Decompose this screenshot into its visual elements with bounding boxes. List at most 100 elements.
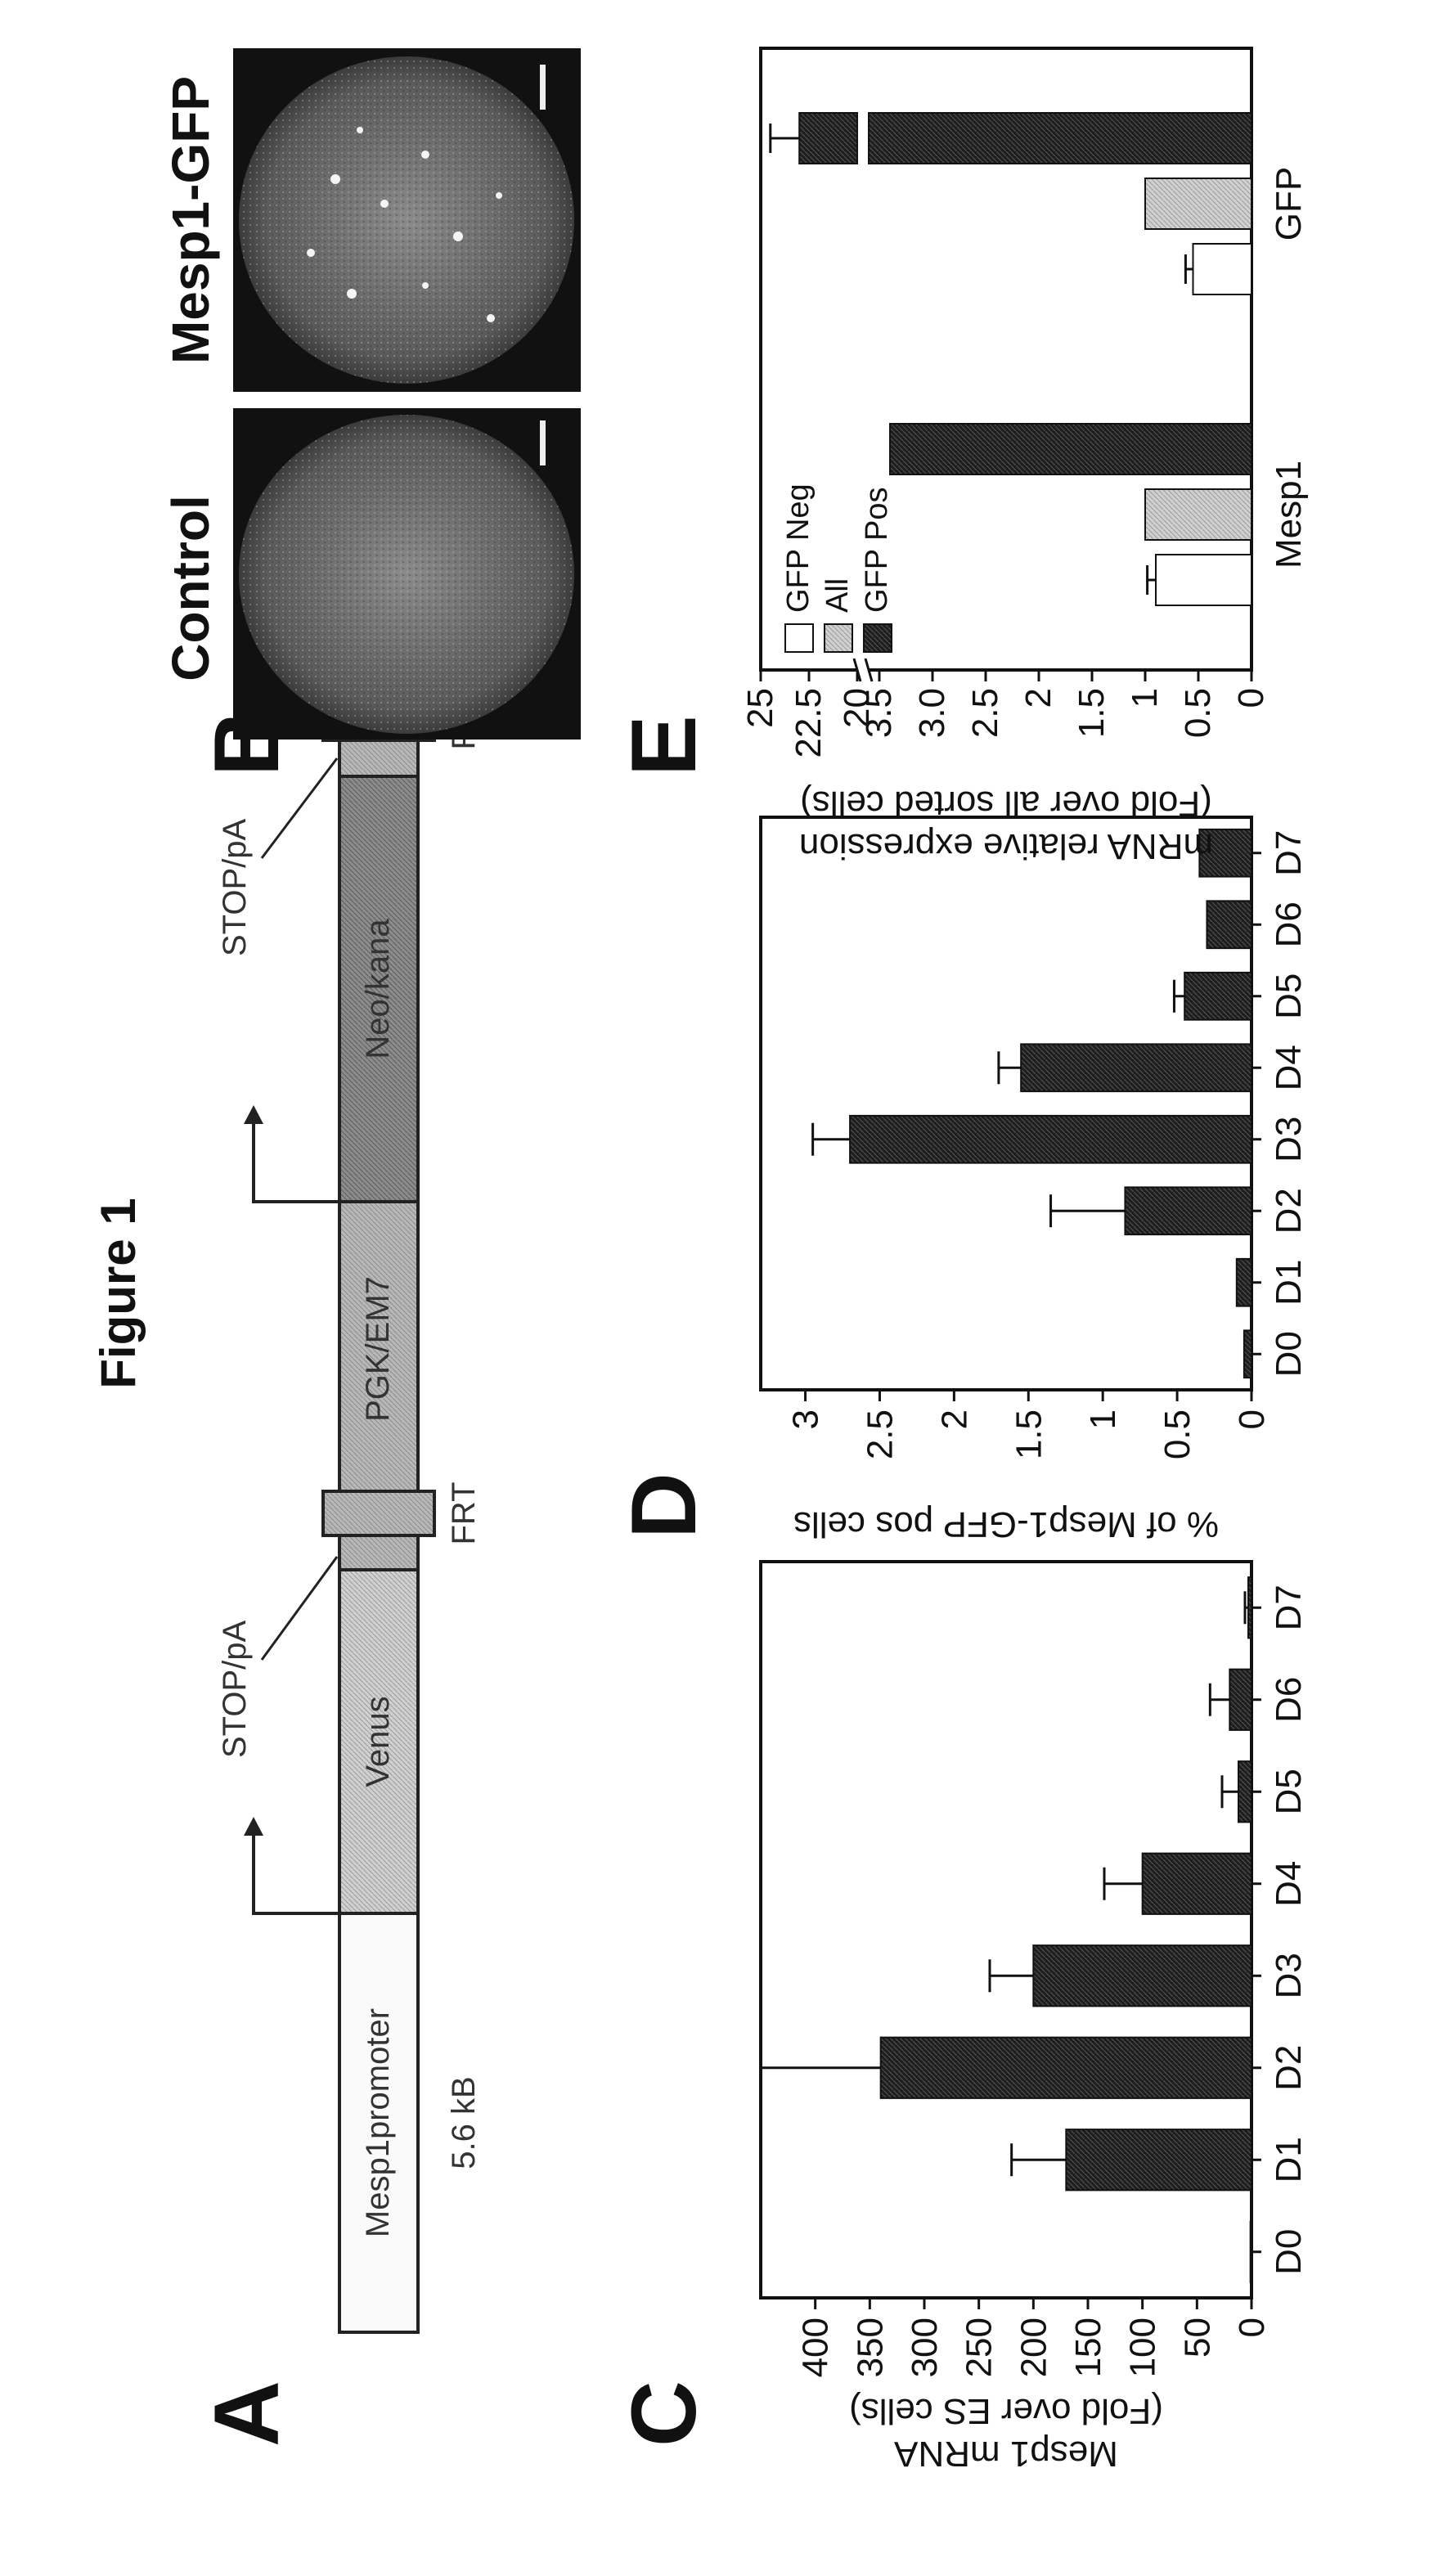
panel-letter-e: E <box>613 715 715 776</box>
panel-letter-c: C <box>613 2380 715 2447</box>
x-tick-label: D2 <box>1269 2045 1309 2091</box>
y-tick-label: 200 <box>1013 2318 1054 2377</box>
bar <box>1066 2129 1252 2190</box>
y-tick-label: 0 <box>1232 2318 1272 2337</box>
micrograph-title-control: Control <box>161 495 220 681</box>
bar <box>1248 1577 1252 1638</box>
bar <box>1229 1670 1252 1730</box>
frt-label-1: FRT <box>446 1481 482 1544</box>
y-tick-label: 3 <box>786 1409 826 1429</box>
x-tick-label: D1 <box>1269 2137 1309 2183</box>
y-tick-label: 400 <box>796 2318 836 2377</box>
legend-label: All <box>820 578 855 613</box>
micrograph-mesp1 <box>233 48 581 392</box>
micrograph-title-mesp1: Mesp1-GFP <box>161 76 220 364</box>
bar <box>1143 1854 1252 1914</box>
x-tick-label: D3 <box>1269 1117 1309 1162</box>
x-tick-label: D6 <box>1269 1677 1309 1723</box>
y-axis-label: (Fold over ES cells) <box>849 2391 1163 2431</box>
bar <box>869 113 1252 164</box>
y-tick-label: 2.5 <box>860 1409 900 1459</box>
scale-bar-mesp1 <box>540 65 546 110</box>
legend-swatch <box>825 624 852 652</box>
bar <box>1193 244 1252 294</box>
legend-swatch <box>864 624 892 652</box>
bar <box>1237 1259 1252 1306</box>
x-tick-label: D4 <box>1269 1861 1309 1907</box>
construct-diagram: Mesp1promoter Venus PGK/EM7 Neo/kana STO… <box>217 686 482 2332</box>
chart-relative-expression: 00.511.522.53.03.52022.525Mesp1GFPGFP Ne… <box>740 48 1309 866</box>
scale-bar-control <box>540 420 546 465</box>
legend-label: GFP Pos <box>860 488 894 613</box>
y-tick-label: 20 <box>837 688 877 728</box>
y-tick-label: 0.5 <box>1178 688 1218 738</box>
frt-box-1 <box>323 1491 434 1535</box>
bar <box>1145 489 1252 540</box>
bar <box>881 2038 1252 2098</box>
x-tick-label: D0 <box>1269 1331 1309 1377</box>
x-tick-label: D4 <box>1269 1045 1309 1090</box>
x-tick-label: D7 <box>1269 830 1309 876</box>
y-tick-label: 1.5 <box>1072 688 1112 738</box>
bar <box>1145 178 1252 229</box>
y-tick-label: 1 <box>1083 1409 1123 1429</box>
bar <box>1156 555 1252 605</box>
bar <box>1251 2222 1252 2282</box>
y-tick-label: 50 <box>1177 2318 1217 2358</box>
y-axis-label: (Fold over all sorted cells) <box>800 784 1212 824</box>
plot-frame <box>761 817 1252 1390</box>
y-tick-label: 2 <box>1018 688 1058 708</box>
chart-gfp-pos-cells: 00.511.522.53D0D1D2D3D4D5D6D7% of Mesp1-… <box>761 817 1309 1544</box>
y-axis-label: % of Mesp1-GFP pos cells <box>793 1504 1219 1544</box>
y-tick-label: 0 <box>1232 1409 1272 1429</box>
bar <box>1125 1187 1252 1234</box>
bar <box>850 1116 1252 1163</box>
panel-letter-d: D <box>613 1472 715 1539</box>
bar <box>1238 1761 1252 1822</box>
x-tick-label: D5 <box>1269 973 1309 1019</box>
x-tick-label: GFP <box>1269 167 1309 241</box>
y-tick-label: 150 <box>1068 2318 1108 2377</box>
x-tick-label: D3 <box>1269 1953 1309 1998</box>
y-tick-label: 1 <box>1125 688 1165 708</box>
construct-size: 5.6 kB <box>446 2076 482 2169</box>
x-tick-label: D7 <box>1269 1585 1309 1630</box>
y-tick-label: 1.5 <box>1009 1409 1049 1459</box>
bar <box>1184 973 1252 1020</box>
x-tick-label: Mesp1 <box>1269 461 1309 569</box>
y-tick-label: 100 <box>1123 2318 1163 2377</box>
micrograph-panel: Control Mesp1-GFP <box>161 48 581 740</box>
y-axis-label: mRNA relative expression <box>799 826 1213 866</box>
y-tick-label: 25 <box>740 688 780 728</box>
legend-label: GFP Neg <box>781 483 816 613</box>
x-tick-label: D0 <box>1269 2229 1309 2275</box>
panel-letter-a: A <box>195 2380 298 2447</box>
y-tick-label: 300 <box>905 2318 945 2377</box>
y-tick-label: 2 <box>934 1409 974 1429</box>
bar <box>890 424 1252 474</box>
micrograph-control <box>233 408 581 740</box>
y-tick-label: 22.5 <box>789 688 829 758</box>
figure-title: Figure 1 <box>91 1198 146 1388</box>
segment-label-venus: Venus <box>360 1696 396 1787</box>
bar <box>1244 1330 1252 1378</box>
y-tick-label: 3.0 <box>912 688 952 738</box>
stop-label-2: STOP/pA <box>217 818 253 956</box>
bar <box>1207 901 1252 948</box>
bar <box>1021 1044 1252 1091</box>
promoter-arrow-2 <box>244 1105 339 1202</box>
bar <box>1033 1945 1252 2006</box>
y-tick-label: 2.5 <box>965 688 1005 738</box>
segment-label-neo: Neo/kana <box>360 919 396 1059</box>
segment-label-pgk: PGK/EM7 <box>360 1276 396 1422</box>
bar-upper <box>799 113 857 164</box>
y-tick-label: 350 <box>850 2318 890 2377</box>
x-tick-label: D2 <box>1269 1188 1309 1234</box>
x-tick-label: D1 <box>1269 1260 1309 1306</box>
x-tick-label: D5 <box>1269 1769 1309 1814</box>
segment-stop-2 <box>339 737 418 776</box>
y-tick-label: 0.5 <box>1157 1409 1198 1459</box>
y-tick-label: 0 <box>1231 688 1271 708</box>
